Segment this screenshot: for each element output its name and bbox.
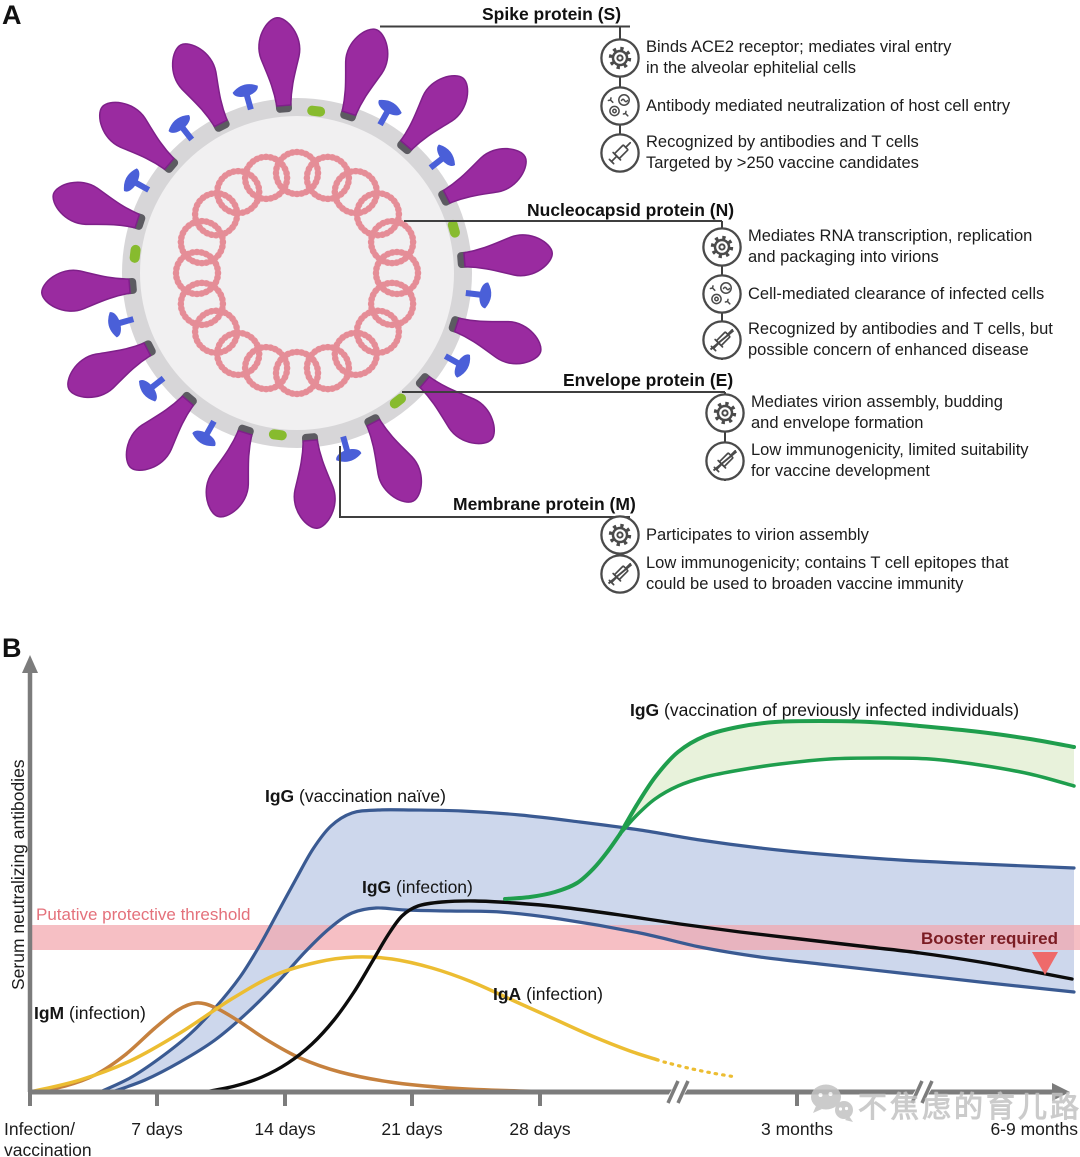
annotation-line: Antibody mediated neutralization of host… (646, 96, 1011, 115)
iga-infection-label: IgA (infection) (493, 984, 603, 1005)
annotation-line: and envelope formation (751, 413, 924, 432)
label-bold: IgG (362, 877, 392, 897)
annotation-line: Low immunogenicity, limited suitability (751, 441, 1029, 459)
virion-graphic (41, 17, 553, 529)
xtick-6-9-months: 6-9 months (990, 1119, 1078, 1139)
xtick-28-days: 28 days (509, 1119, 571, 1139)
annotation-line: Mediates RNA transcription, replication (748, 227, 1033, 245)
panel-b-label: B (2, 633, 22, 663)
annotation-row: Cell-mediated clearance of infected cell… (702, 274, 1044, 314)
annotation-row: Participates to virion assembly (600, 515, 869, 555)
label-rest: (infection) (64, 1003, 146, 1023)
label-rest: (infection) (391, 877, 473, 897)
annotation-line: Recognized by antibodies and T cells (646, 133, 919, 151)
label-bold: IgG (630, 700, 660, 720)
annotation-line: Low immunogenicity; contains T cell epit… (646, 554, 1009, 572)
annotation-line: could be used to broaden vaccine immunit… (646, 574, 964, 593)
annotation-row: Low immunogenicity; contains T cell epit… (600, 553, 1009, 594)
label-rest: (vaccination of previously infected indi… (659, 700, 1020, 720)
label-rest: (infection) (521, 984, 603, 1004)
xtick-line: vaccination (4, 1140, 92, 1157)
annotation-row: Binds ACE2 receptor; mediates viral entr… (600, 37, 951, 78)
annotation-row: Recognized by antibodies and T cells Targ… (600, 132, 919, 173)
nucleocapsid-protein-label: Nucleocapsid protein (N) (527, 200, 735, 220)
annotation-line: Mediates virion assembly, budding (751, 393, 1003, 411)
annotation-row: Antibody mediated neutralization of host… (600, 86, 1010, 126)
protective-threshold-label: Putative protective threshold (36, 905, 251, 924)
annotation-line: Recognized by antibodies and T cells, bu… (748, 320, 1053, 338)
igg-infection-label: IgG (infection) (362, 877, 473, 898)
xtick-14-days: 14 days (254, 1119, 316, 1139)
label-bold: IgA (493, 984, 522, 1004)
membrane-protein-label: Membrane protein (M) (453, 494, 636, 514)
annotation-row: Mediates virion assembly, budding and env… (705, 392, 1003, 433)
annotation-line: Binds ACE2 receptor; mediates viral entr… (646, 38, 952, 56)
igm-infection-label: IgM (infection) (34, 1003, 146, 1024)
annotation-line: for vaccine development (751, 461, 930, 480)
annotation-row: Mediates RNA transcription, replication a… (702, 226, 1032, 267)
xtick-infection-vaccination: Infection/vaccination (4, 1119, 114, 1157)
label-rest: (vaccination naïve) (294, 786, 446, 806)
annotation-row: Low immunogenicity, limited suitability f… (705, 440, 1029, 481)
igg-prev-infected-label: IgG (vaccination of previously infected … (630, 700, 1019, 721)
annotation-line: possible concern of enhanced disease (748, 340, 1029, 359)
annotation-line: Participates to virion assembly (646, 525, 869, 544)
xtick-line: Infection/ (4, 1119, 76, 1139)
xtick-21-days: 21 days (381, 1119, 443, 1139)
annotation-line: and packaging into virions (748, 247, 939, 266)
annotation-line: Targeted by >250 vaccine candidates (646, 153, 919, 172)
annotation-row: Recognized by antibodies and T cells, bu… (702, 319, 1053, 360)
spike-protein-label: Spike protein (S) (482, 4, 622, 24)
booster-required-label: Booster required (921, 929, 1058, 948)
leader-membrane (339, 446, 630, 518)
virus-diagram (41, 17, 726, 593)
xtick-3-months: 3 months (761, 1119, 833, 1139)
envelope-protein-label: Envelope protein (E) (563, 370, 734, 390)
xtick-7-days: 7 days (131, 1119, 183, 1139)
igg-vaccination-naive-label: IgG (vaccination naïve) (265, 786, 446, 807)
annotation-line: Cell-mediated clearance of infected cell… (748, 284, 1045, 303)
label-bold: IgG (265, 786, 295, 806)
label-bold: IgM (34, 1003, 65, 1023)
panel-a-label: A (2, 0, 22, 30)
y-axis-label: Serum neutralizing antibodies (8, 759, 28, 990)
annotation-line: in the alveolar ephitelial cells (646, 58, 857, 77)
